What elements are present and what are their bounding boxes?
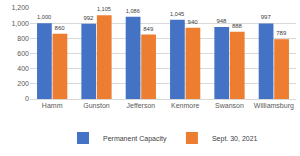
svg-text:992: 992 <box>83 15 94 21</box>
svg-text:888: 888 <box>232 23 243 29</box>
svg-text:Jefferson: Jefferson <box>126 102 155 109</box>
svg-text:948: 948 <box>216 18 227 24</box>
svg-text:1,086: 1,086 <box>126 8 140 14</box>
svg-text:800: 800 <box>17 35 29 42</box>
svg-text:200: 200 <box>17 80 29 87</box>
svg-text:1,200: 1,200 <box>11 4 29 11</box>
svg-text:0: 0 <box>25 95 29 102</box>
svg-text:849: 849 <box>143 26 154 32</box>
svg-text:1,045: 1,045 <box>170 11 184 17</box>
svg-text:400: 400 <box>17 65 29 72</box>
svg-text:1,000: 1,000 <box>11 20 29 27</box>
svg-text:Swanson: Swanson <box>215 102 244 109</box>
svg-text:Permanent Capacity: Permanent Capacity <box>103 135 167 143</box>
svg-text:1,105: 1,105 <box>97 6 111 12</box>
svg-text:940: 940 <box>188 19 199 25</box>
svg-text:789: 789 <box>276 30 287 36</box>
svg-text:860: 860 <box>55 25 66 31</box>
svg-text:600: 600 <box>17 50 29 57</box>
svg-text:Sept. 30, 2021: Sept. 30, 2021 <box>212 135 258 143</box>
svg-text:Williamsburg: Williamsburg <box>254 102 294 110</box>
svg-text:997: 997 <box>261 14 272 20</box>
svg-text:Kenmore: Kenmore <box>171 102 200 109</box>
svg-text:Hamm: Hamm <box>42 102 63 109</box>
svg-text:1,000: 1,000 <box>37 14 51 20</box>
svg-text:Gunston: Gunston <box>83 102 110 109</box>
